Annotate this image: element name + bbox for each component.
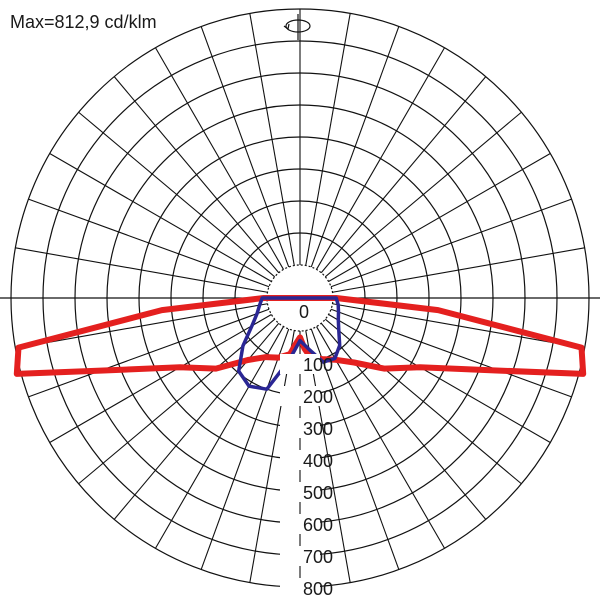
tick-label-bg [280, 386, 320, 406]
tick-label-bg [280, 301, 320, 321]
polar-grid [0, 8, 600, 588]
grid-spoke [49, 153, 272, 282]
grid-spoke [249, 13, 295, 266]
grid-spoke [49, 314, 272, 443]
grid-spoke [320, 322, 487, 520]
radial-tick-label: 400 [303, 451, 333, 471]
grid-spoke [324, 111, 522, 278]
grid-spoke [28, 198, 270, 288]
grid-spoke [155, 47, 284, 270]
grid-spoke [332, 303, 585, 349]
grid-spoke [316, 47, 445, 270]
rotation-arrow [283, 23, 290, 30]
grid-spoke [78, 111, 276, 278]
grid-spoke [310, 26, 400, 268]
radial-tick-label: 200 [303, 387, 333, 407]
grid-spoke [324, 318, 522, 485]
grid-spoke [113, 322, 280, 520]
tick-label-bg [280, 354, 320, 374]
max-intensity-label: Max=812,9 cd/klm [10, 12, 157, 32]
tick-label-bg [280, 450, 320, 470]
tick-label-bg [280, 418, 320, 438]
grid-spoke [113, 76, 280, 274]
grid-spoke [310, 328, 400, 570]
grid-spoke [155, 326, 284, 549]
grid-spoke [316, 326, 445, 549]
tick-label-bg [280, 546, 320, 566]
intensity-curve-2 [236, 296, 342, 391]
radial-tick-label: 700 [303, 547, 333, 567]
grid-spoke [320, 76, 487, 274]
grid-spoke [328, 153, 551, 282]
rotation-symbol-icon [283, 14, 311, 40]
grid-spoke [330, 308, 572, 398]
radial-tick-label: 800 [303, 579, 333, 599]
grid-spoke [28, 308, 270, 398]
tick-label-bg [280, 514, 320, 534]
radial-tick-label: 500 [303, 483, 333, 503]
intensity-curves [13, 295, 587, 391]
grid-spoke [200, 26, 290, 268]
tick-label-bg [280, 578, 320, 598]
radial-tick-label: 300 [303, 419, 333, 439]
radial-tick-label: 600 [303, 515, 333, 535]
grid-spoke [15, 303, 268, 349]
radial-tick-label: 100 [303, 355, 333, 375]
grid-spoke [332, 247, 585, 293]
tick-label-bg [280, 482, 320, 502]
grid-spoke [330, 198, 572, 288]
radial-tick-label: 0 [299, 302, 309, 322]
grid-spoke [305, 13, 351, 266]
grid-spoke [200, 328, 290, 570]
grid-spoke [328, 314, 551, 443]
radial-tick-labels: 0 100 200 300 400 500 600 700 800 [280, 301, 333, 599]
grid-spoke [15, 247, 268, 293]
